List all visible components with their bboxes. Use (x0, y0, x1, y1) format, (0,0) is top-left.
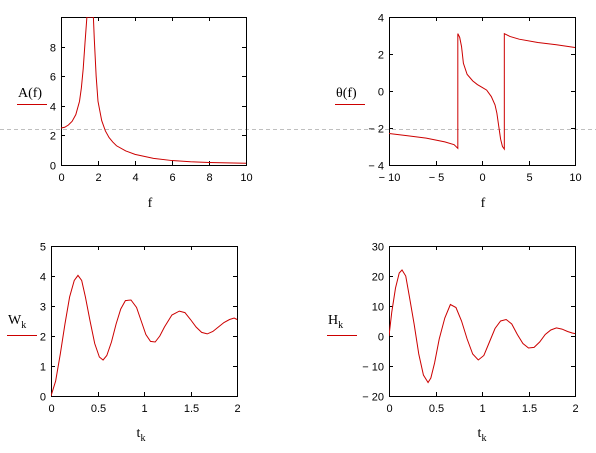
amplitude-chart-y-tick-label: 4 (50, 102, 56, 114)
w-chart-x-tick-label: 1 (141, 403, 147, 415)
phase-chart-series-line (389, 32, 576, 151)
w-chart-x-tick-label: 0 (48, 403, 54, 415)
amplitude-chart-x-tick-label: 0 (58, 172, 64, 184)
h-chart-x-tick-label: 0.5 (429, 403, 444, 415)
phase-chart-xlabel: f (481, 196, 486, 211)
h-chart-series-line (389, 269, 576, 384)
amplitude-chart-x-tick-label: 8 (206, 172, 212, 184)
w-chart-xlabel-sub: k (140, 433, 145, 444)
w-chart-frame (51, 246, 238, 397)
w-chart-x-tick-label: 2 (234, 403, 240, 415)
phase-chart-x-tick-label: 10 (569, 172, 581, 184)
phase-chart-x-tick-label: 5 (526, 172, 532, 184)
amplitude-chart-y-tick-label: 8 (50, 43, 56, 55)
h-chart-frame (389, 246, 576, 397)
h-chart-x-tick-label: 1.5 (522, 403, 537, 415)
phase-chart: θ(f) f − 10 − 5 0 5 10 − 4 − 2 0 2 4 (335, 13, 582, 211)
h-chart-y-tick-label: − 10 (362, 362, 384, 374)
w-chart-y-tick-label: 3 (40, 302, 46, 314)
amplitude-chart-y-tick-label: 6 (50, 72, 56, 84)
phase-chart-x-tick-label: − 10 (379, 172, 401, 184)
w-chart-y-tick-label: 2 (40, 332, 46, 344)
h-chart-xlabel: tk (478, 426, 487, 444)
w-chart-x-tick-label: 0.5 (91, 403, 106, 415)
h-chart-y-tick-label: 20 (372, 272, 384, 284)
h-chart-xlabel-sub: k (481, 433, 486, 444)
w-chart-series-line (51, 274, 238, 397)
phase-chart-y-tick-label: − 4 (368, 161, 384, 173)
h-chart-ylabel-sub: k (338, 320, 343, 331)
w-chart-xlabel-main: t (137, 426, 141, 441)
phase-chart-y-tick-label: 0 (378, 87, 384, 99)
w-chart-ylabel-sub: k (21, 320, 26, 331)
w-chart-y-tick-label: 4 (40, 272, 46, 284)
amplitude-chart-x-tick-label: 4 (132, 172, 138, 184)
w-chart-ylabel: Wk (8, 313, 26, 331)
amplitude-chart-frame (61, 17, 247, 166)
h-chart-y-tick-label: 0 (378, 332, 384, 344)
h-chart-xlabel-main: t (478, 426, 482, 441)
amplitude-chart-x-tick-label: 6 (169, 172, 175, 184)
phase-chart-y-tick-label: − 2 (368, 124, 384, 136)
h-chart-ylabel-main: H (328, 313, 338, 328)
h-chart-x-tick-label: 1 (479, 403, 485, 415)
phase-chart-x-tick-label: − 5 (429, 172, 445, 184)
h-chart-y-tick-label: 10 (372, 302, 384, 314)
phase-chart-frame (389, 17, 576, 166)
w-chart-y-tick-label: 0 (40, 392, 46, 404)
phase-chart-x-tick-label: 0 (479, 172, 485, 184)
w-chart-xlabel: tk (137, 426, 146, 444)
h-chart-y-tick-label: − 20 (362, 392, 384, 404)
amplitude-chart: A(f) f 0 2 4 6 8 10 0 2 4 6 8 (17, 17, 253, 211)
amplitude-chart-series-line (61, 17, 247, 164)
w-chart-y-tick-label: 5 (40, 242, 46, 254)
w-chart-ylabel-main: W (8, 313, 22, 328)
h-chart-x-tick-label: 2 (572, 403, 578, 415)
h-chart-y-tick-label: 30 (372, 242, 384, 254)
w-chart-y-tick-label: 1 (40, 362, 46, 374)
phase-chart-y-tick-label: 4 (378, 13, 384, 25)
amplitude-chart-x-tick-label: 10 (240, 172, 252, 184)
phase-chart-y-tick-label: 2 (378, 50, 384, 62)
h-chart-x-tick-label: 0 (386, 403, 392, 415)
phase-chart-ylabel: θ(f) (336, 86, 357, 101)
h-chart-ylabel: Hk (328, 313, 343, 331)
amplitude-chart-x-tick-label: 2 (95, 172, 101, 184)
amplitude-chart-y-tick-label: 0 (50, 161, 56, 173)
amplitude-chart-y-tick-label: 2 (50, 131, 56, 143)
w-chart-x-tick-label: 1.5 (184, 403, 199, 415)
amplitude-chart-xlabel: f (148, 196, 153, 211)
amplitude-chart-ylabel: A(f) (18, 86, 42, 101)
